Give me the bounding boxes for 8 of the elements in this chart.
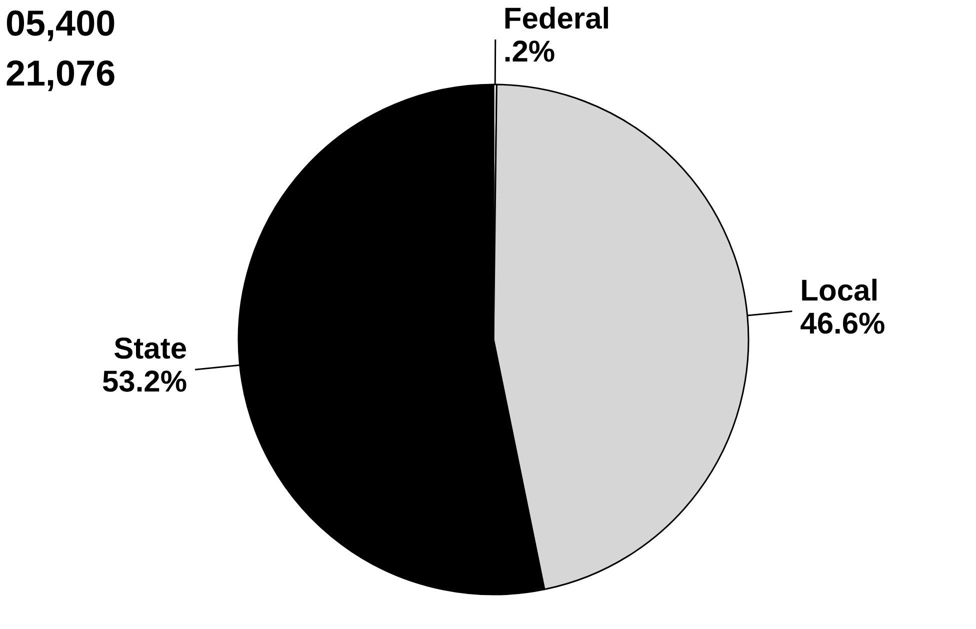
text: 05,400 bbox=[6, 2, 116, 44]
text: 21,076 bbox=[6, 52, 116, 94]
data-label: .2% bbox=[503, 36, 556, 69]
slice-label: Federal bbox=[503, 2, 610, 36]
slice-label: State bbox=[114, 332, 188, 366]
data-label: 46.6% bbox=[800, 307, 886, 340]
data-label: 53.2% bbox=[102, 366, 188, 399]
slice-label: Local bbox=[800, 274, 879, 308]
